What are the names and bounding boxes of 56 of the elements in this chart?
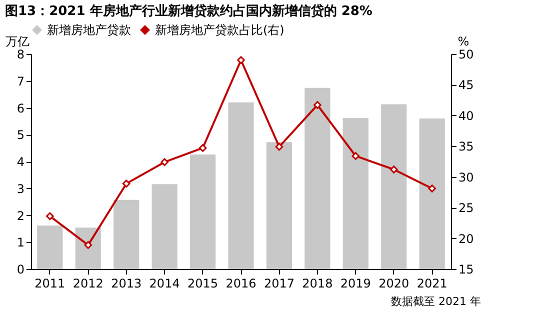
point [352, 152, 360, 160]
point [237, 56, 245, 64]
point [314, 101, 322, 109]
y-tick-label: 5 [16, 128, 24, 142]
x-tick-label: 2020 [378, 276, 410, 290]
x-tick-label: 2015 [188, 276, 218, 290]
bar [37, 225, 63, 269]
point [84, 241, 92, 249]
x-tick-label: 2013 [111, 276, 142, 290]
y2-tick-label: 25 [458, 201, 474, 216]
point [428, 184, 436, 192]
x-tick-label: 2014 [149, 276, 180, 290]
y-tick-label: 8 [16, 48, 24, 62]
point [46, 212, 54, 220]
text: 数据截至 2021 年 [391, 295, 481, 308]
y2-axis-title: % [458, 34, 470, 48]
y-tick-label: 7 [16, 74, 24, 88]
y2-tick-label: 15 [458, 262, 474, 276]
x-tick-label: 2017 [264, 276, 294, 290]
point [122, 180, 130, 188]
x-tick-label: 2016 [226, 276, 256, 290]
legend-label: 新增房地产贷款 [47, 23, 131, 37]
y2-tick-label: 45 [458, 78, 474, 92]
y2-tick-label: 50 [458, 48, 474, 62]
bar [228, 102, 254, 269]
x-tick-label: 2018 [302, 276, 333, 290]
point [390, 166, 398, 174]
x-tick-label: 2021 [416, 276, 448, 290]
point [198, 144, 207, 152]
y-tick-label: 3 [16, 182, 24, 196]
y-tick-label: 2 [16, 208, 24, 223]
bar [304, 88, 330, 269]
point [275, 142, 284, 151]
bar [266, 142, 292, 269]
bar [190, 154, 216, 269]
bar [75, 228, 101, 269]
bar [342, 118, 368, 269]
y-axis-title: 万亿 [6, 34, 30, 48]
y2-tick-label: 20 [458, 232, 474, 246]
y-tick-label: 6 [16, 101, 24, 116]
x-tick-label: 2012 [72, 276, 104, 290]
bar [114, 200, 140, 269]
legend-label: 新增房地产贷款占比(右) [155, 23, 284, 37]
y-tick-label: 0 [16, 262, 24, 276]
y2-tick-label: 30 [458, 170, 474, 184]
y2-tick-label: 35 [458, 140, 474, 154]
y-tick-label: 1 [16, 236, 24, 250]
chart-title: 图13：2021 年房地产行业新增贷款约占国内新增信贷的 28% [5, 3, 372, 19]
x-tick-label: 2019 [340, 276, 371, 290]
bar [381, 104, 407, 269]
point [160, 158, 168, 166]
y-tick-label: 4 [16, 155, 24, 169]
bar [419, 118, 445, 269]
y2-tick-label: 40 [458, 108, 474, 123]
x-tick-label: 2011 [34, 276, 66, 290]
bar [152, 184, 178, 269]
